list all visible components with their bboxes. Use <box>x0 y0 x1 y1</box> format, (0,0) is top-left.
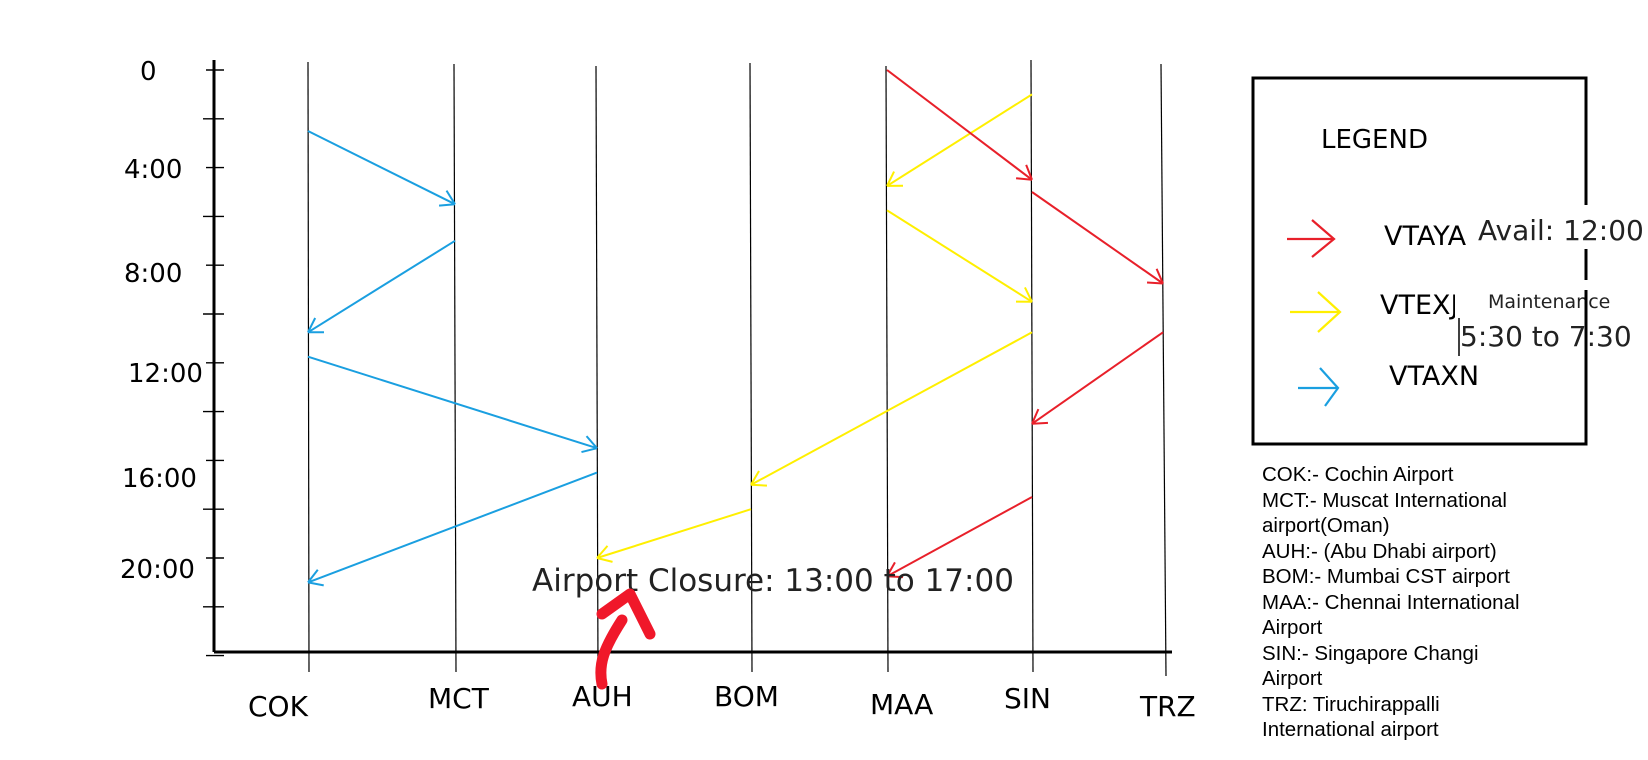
arrow-head <box>596 557 613 563</box>
flight-arrow-vtexj <box>750 331 1033 487</box>
y-label-8: 8:00 <box>124 259 182 289</box>
flight-line <box>750 331 1033 486</box>
airport-line-auh <box>595 65 599 673</box>
flight-arrow-vtexj <box>886 209 1033 303</box>
legend-label-vtaxn: VTAXN <box>1389 361 1479 392</box>
flight-line <box>886 209 1033 303</box>
glossary-line: MCT:- Muscat International <box>1262 488 1507 512</box>
flight-arrow-vtexj <box>596 508 752 563</box>
arrow-head <box>307 317 317 333</box>
x-label-cok: COK <box>248 690 309 723</box>
avail-note: Avail: 12:00 <box>1478 214 1644 247</box>
airport-line-bom <box>749 62 753 673</box>
glossary-line: Airport <box>1262 616 1323 639</box>
arrow-head <box>886 171 895 187</box>
legend-arrow-vtaxn-icon <box>1298 367 1340 407</box>
x-label-mct: MCT <box>428 682 490 715</box>
airport-line-cok <box>307 61 310 673</box>
flight-arrow-vtaxn <box>307 239 456 334</box>
legend-label-vtaya: VTAYA <box>1384 221 1467 252</box>
flight-arrow-vtaxn <box>307 130 456 207</box>
legend-arrow-vtaya-icon <box>1287 219 1336 258</box>
y-axis-ticks <box>203 69 224 657</box>
flight-line <box>307 355 598 450</box>
legend-notes: Avail: 12:00 Maintenance 5:30 to 7:30 <box>1455 205 1648 362</box>
flight-arrow-vtaya <box>886 69 1033 181</box>
arrow-head <box>1025 164 1033 181</box>
y-axis-labels: 0 4:00 8:00 12:00 16:00 20:00 <box>120 57 203 585</box>
flight-line <box>307 471 598 584</box>
flight-line <box>886 69 1033 181</box>
airport-line-maa <box>885 65 889 673</box>
maintenance-note: Maintenance <box>1488 291 1610 313</box>
x-label-maa: MAA <box>870 688 933 721</box>
flight-arrow-vtaya <box>1031 191 1164 285</box>
glossary-line: COK:- Cochin Airport <box>1262 463 1454 486</box>
arrow-head <box>438 203 456 207</box>
flight-line <box>886 93 1033 187</box>
airport-lines <box>307 59 1167 677</box>
arrow-head <box>750 483 768 487</box>
arrow-head <box>307 581 324 587</box>
arrow-head <box>886 561 896 577</box>
arrow-head <box>1015 177 1033 181</box>
arrow-head <box>1031 421 1049 425</box>
glossary-line: Airport <box>1262 667 1323 690</box>
glossary-line: International airport <box>1262 718 1439 741</box>
arrow-head <box>1031 408 1040 425</box>
y-label-0: 0 <box>140 57 157 87</box>
x-axis-labels: COK MCT AUH BOM MAA SIN TRZ <box>248 680 1196 723</box>
flight-line <box>1031 331 1164 425</box>
glossary-line: SIN:- Singapore Changi <box>1262 641 1479 665</box>
x-label-trz: TRZ <box>1139 690 1196 723</box>
arrow-head <box>445 190 456 205</box>
closure-arrow-icon <box>595 588 656 690</box>
glossary-line: airport(Oman) <box>1262 514 1390 537</box>
y-label-4: 4:00 <box>124 155 182 185</box>
flight-line <box>886 496 1033 578</box>
x-label-bom: BOM <box>714 680 779 713</box>
airport-line-trz <box>1160 63 1167 677</box>
flight-arrow-vtaxn <box>307 355 598 454</box>
legend-title: LEGEND <box>1321 125 1428 155</box>
glossary-line: MAA:- Chennai International <box>1262 590 1520 614</box>
y-label-20: 20:00 <box>120 555 195 585</box>
flight-line <box>307 130 456 206</box>
airport-closure-label: Airport Closure: 13:00 to 17:00 <box>532 563 1014 599</box>
flight-arrows <box>307 69 1164 587</box>
x-label-sin: SIN <box>1004 682 1051 715</box>
flight-line <box>1031 191 1164 285</box>
airport-glossary: COK:- Cochin Airport MCT:- Muscat Interna… <box>1262 462 1562 743</box>
flight-arrow-vtexj <box>886 93 1033 187</box>
flight-arrow-vtaya <box>886 496 1033 579</box>
arrow-head <box>307 569 319 584</box>
glossary-line: TRZ: Tiruchirappalli <box>1262 692 1440 716</box>
arrow-head <box>1146 281 1164 285</box>
arrow-head <box>886 575 904 579</box>
glossary-line: BOM:- Mumbai CST airport <box>1262 565 1510 588</box>
airport-line-mct <box>453 63 457 673</box>
arrow-head <box>596 545 609 559</box>
flight-arrow-vtaya <box>1031 331 1164 425</box>
airport-line-sin <box>1030 59 1034 673</box>
legend-box <box>1251 76 1588 446</box>
flight-line <box>596 508 752 559</box>
legend-label-vtexj: VTEXJ <box>1380 290 1458 321</box>
arrow-head <box>1155 268 1164 284</box>
flight-arrow-vtaxn <box>307 471 598 587</box>
arrow-head <box>1024 287 1033 303</box>
flight-line <box>307 239 456 334</box>
arrow-head <box>581 447 598 454</box>
legend-arrow-vtexj-icon <box>1290 291 1342 333</box>
arrow-head <box>585 435 598 449</box>
maintenance-time-note: 5:30 to 7:30 <box>1460 320 1632 353</box>
y-label-12: 12:00 <box>128 359 203 389</box>
glossary-line: AUH:- (Abu Dhabi airport) <box>1262 539 1497 563</box>
y-label-16: 16:00 <box>122 464 197 494</box>
arrow-head <box>750 470 760 486</box>
